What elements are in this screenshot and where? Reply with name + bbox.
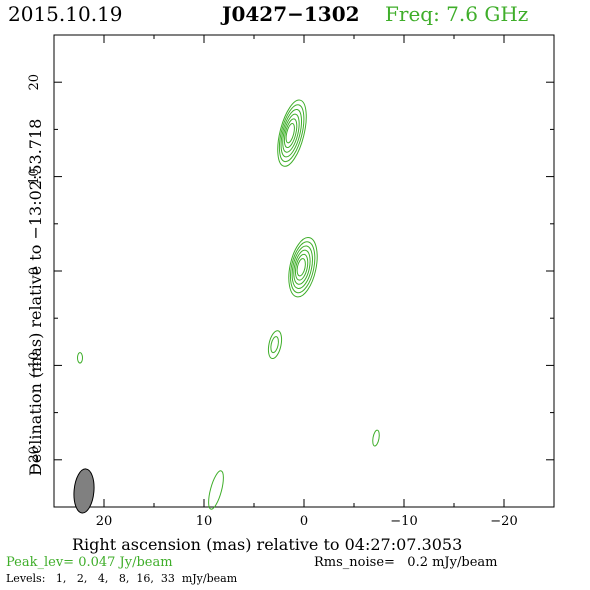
- y-tick-label: 0: [27, 267, 42, 275]
- contour-ring: [372, 429, 380, 447]
- contour-lines: [77, 99, 380, 510]
- axis-ticks: [53, 34, 555, 508]
- contour-ring: [77, 352, 83, 364]
- peak-level: Peak_lev= 0.047 Jy/beam: [6, 555, 173, 570]
- y-tick-label: 10: [27, 168, 42, 185]
- x-tick-label: −20: [490, 514, 517, 529]
- beam: [73, 468, 95, 514]
- x-tick-label: 20: [96, 514, 113, 529]
- y-tick-label: 20: [27, 74, 42, 91]
- axis-tick-labels: 20 10 0 −10 −20 20 10 0 −10 −20: [27, 74, 518, 529]
- contour-ring: [283, 118, 298, 149]
- x-axis-label: Right ascension (mas) relative to 04:27:…: [72, 535, 462, 554]
- contour-ring: [267, 330, 283, 360]
- contour-ring: [208, 470, 224, 510]
- contour-ring: [280, 108, 303, 158]
- contour-ring: [270, 336, 279, 354]
- rms-noise: Rms_noise= 0.2 mJy/beam: [314, 555, 497, 570]
- contour-ring: [296, 258, 306, 277]
- y-tick-label: −20: [27, 446, 42, 473]
- contour-ring: [285, 123, 295, 144]
- contour-levels: Levels: 1, 2, 4, 8, 16, 33 mJy/beam: [6, 572, 238, 585]
- x-tick-label: −10: [390, 514, 417, 529]
- contour-ring: [293, 249, 311, 285]
- frequency-label: Freq: 7.6 GHz: [385, 2, 528, 26]
- contour-ring: [277, 99, 307, 167]
- contour-ring: [282, 113, 300, 153]
- x-tick-label: 10: [196, 514, 213, 529]
- observation-date: 2015.10.19: [8, 2, 123, 26]
- y-tick-label: −10: [27, 352, 42, 379]
- contour-ring: [289, 241, 316, 294]
- beam-ellipse: [73, 468, 95, 514]
- y-axis-label: Declination (mas) relative to −13:02:53.…: [26, 119, 45, 476]
- source-name: J0427−1302: [220, 2, 360, 26]
- contour-ring: [288, 237, 318, 298]
- contour-ring: [294, 253, 309, 281]
- contour-ring: [291, 245, 313, 289]
- x-tick-label: 0: [300, 514, 308, 529]
- contour-ring: [278, 104, 305, 163]
